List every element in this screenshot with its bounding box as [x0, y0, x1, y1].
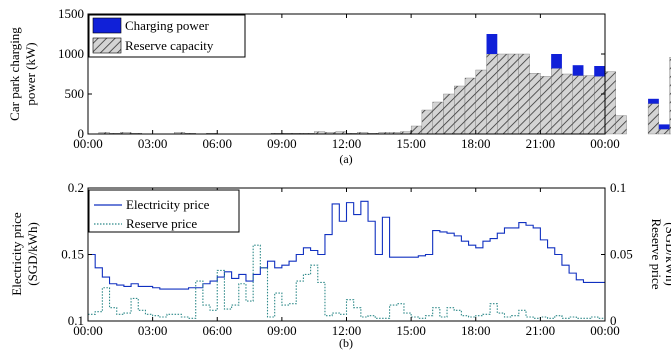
reserve-bar — [422, 110, 433, 134]
panel-caption: (b) — [339, 336, 353, 350]
panel-caption: (a) — [339, 152, 352, 166]
left-y-axis-ticks: 0.10.150.2 — [61, 180, 92, 328]
reserve-bar — [487, 54, 498, 134]
x-tick-label: 00:00 — [590, 323, 620, 338]
x-tick-label: 21:00 — [526, 323, 556, 338]
reserve-bar — [465, 78, 476, 134]
reserve-bar — [573, 76, 584, 134]
right-y-tick-label: 0.1 — [610, 180, 626, 195]
legend-label-reserve: Reserve capacity — [125, 38, 214, 53]
right-y-axis-ticks: 00.050.1 — [601, 180, 633, 328]
legend-swatch-reserve — [93, 38, 121, 53]
x-tick-label: 06:00 — [202, 136, 232, 151]
legend-label-reserve: Reserve price — [126, 216, 197, 231]
reserve-bar — [519, 54, 530, 134]
reserve-bar — [454, 86, 465, 134]
x-tick-label: 00:00 — [73, 136, 103, 151]
x-tick-label: 06:00 — [202, 323, 232, 338]
charging-power-chart: 050010001500 00:0003:0006:0009:0012:0015… — [7, 6, 671, 166]
reserve-bar — [551, 68, 562, 134]
left-y-axis-label-line-2: (SGD/kWh) — [25, 222, 40, 286]
charging-bar — [487, 34, 498, 54]
reserve-bar — [659, 129, 670, 134]
reserve-bar — [433, 102, 444, 134]
left-y-tick-label: 0.2 — [68, 180, 84, 195]
right-y-axis-label-line-1: Reserve price — [649, 218, 664, 289]
reserve-price-line — [88, 245, 605, 318]
left-y-tick-label: 0.15 — [61, 247, 84, 262]
x-tick-label: 00:00 — [590, 136, 620, 151]
reserve-bar — [594, 76, 605, 134]
reserve-bar — [540, 76, 551, 134]
charging-bar — [551, 54, 562, 68]
reserve-bar — [411, 126, 422, 134]
x-tick-label: 15:00 — [396, 323, 426, 338]
reserve-bar — [443, 94, 454, 134]
legend: Charging power Reserve capacity — [89, 15, 245, 57]
right-y-tick-label: 0.05 — [610, 247, 633, 262]
x-tick-label: 12:00 — [332, 136, 362, 151]
reserve-bar — [583, 76, 594, 134]
x-tick-label: 09:00 — [267, 323, 297, 338]
x-tick-label: 18:00 — [461, 323, 491, 338]
y-tick-label: 500 — [65, 86, 85, 101]
y-axis-label-line-1: Car park charging — [7, 27, 22, 121]
charging-bar — [573, 65, 584, 75]
right-y-axis-label-line-2: (SGD/kWh) — [663, 222, 671, 286]
left-y-axis-label-line-1: Electricity price — [9, 212, 24, 296]
reserve-bar — [476, 70, 487, 134]
x-tick-label: 00:00 — [73, 323, 103, 338]
reserve-bar — [648, 104, 659, 134]
x-tick-label: 18:00 — [461, 136, 491, 151]
y-tick-label: 1500 — [58, 6, 84, 21]
reserve-bar — [530, 73, 541, 134]
charging-bar — [648, 99, 659, 104]
y-tick-label: 1000 — [58, 46, 84, 61]
reserve-bar — [616, 116, 627, 134]
reserve-bar — [508, 54, 519, 134]
reserve-bar — [562, 74, 573, 134]
x-tick-label: 03:00 — [138, 136, 168, 151]
legend-label-charging: Charging power — [125, 18, 210, 33]
reserve-bar — [497, 54, 508, 134]
legend: Electricity price Reserve price — [89, 190, 239, 232]
x-tick-label: 21:00 — [526, 136, 556, 151]
x-tick-label: 03:00 — [138, 323, 168, 338]
reserve-bar — [605, 72, 616, 134]
legend-label-electricity: Electricity price — [126, 197, 210, 212]
price-chart: 0.10.150.2 00.050.1 00:0003:0006:0009:00… — [9, 180, 671, 350]
charging-bar — [659, 124, 670, 129]
legend-swatch-charging — [93, 18, 121, 33]
y-axis-label-line-2: power (kW) — [23, 42, 38, 105]
x-tick-label: 09:00 — [267, 136, 297, 151]
charging-bar — [594, 66, 605, 76]
x-tick-label: 15:00 — [396, 136, 426, 151]
